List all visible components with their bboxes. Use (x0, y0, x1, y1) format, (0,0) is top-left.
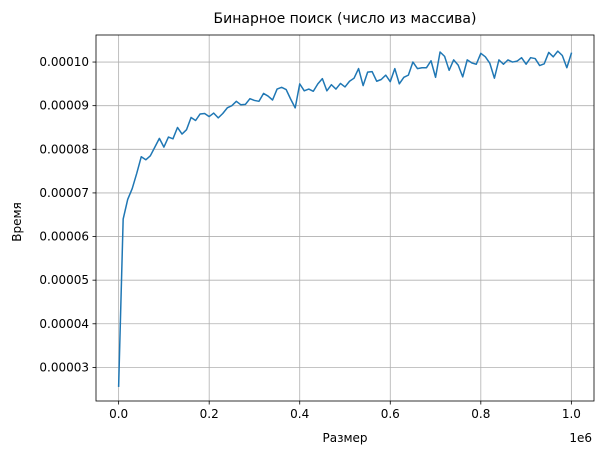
y-tick-label: 0.00003 (39, 360, 89, 374)
y-tick-label: 0.00008 (39, 142, 89, 156)
series-line (117, 50, 573, 387)
x-tick-label: 0.2 (200, 407, 219, 421)
plot-frame (95, 34, 595, 402)
y-tick-label: 0.00005 (39, 273, 89, 287)
x-tick-label: 1.0 (562, 407, 581, 421)
y-axis-label: Время (10, 202, 24, 242)
x-tick-label: 0.8 (471, 407, 490, 421)
x-tick-label: 0.4 (290, 407, 309, 421)
y-tick-label: 0.00007 (39, 186, 89, 200)
x-axis-label: Размер (322, 431, 367, 445)
ticks: 0.0 0.2 0.4 0.6 0.8 1.0 0.00003 0.00004 0.00005 0… (39, 55, 581, 421)
x-tick-label: 0.6 (381, 407, 400, 421)
x-tick-label: 0.0 (109, 407, 128, 421)
series-layer (117, 50, 573, 387)
y-tick-label: 0.00009 (39, 99, 89, 113)
x-axis-offset-label: 1e6 (569, 431, 592, 445)
y-tick-label: 0.00006 (39, 230, 89, 244)
chart-title: Бинарное поиск (число из массива) (214, 11, 477, 27)
y-tick-label: 0.00004 (39, 317, 89, 331)
y-tick-label: 0.00010 (39, 55, 89, 69)
